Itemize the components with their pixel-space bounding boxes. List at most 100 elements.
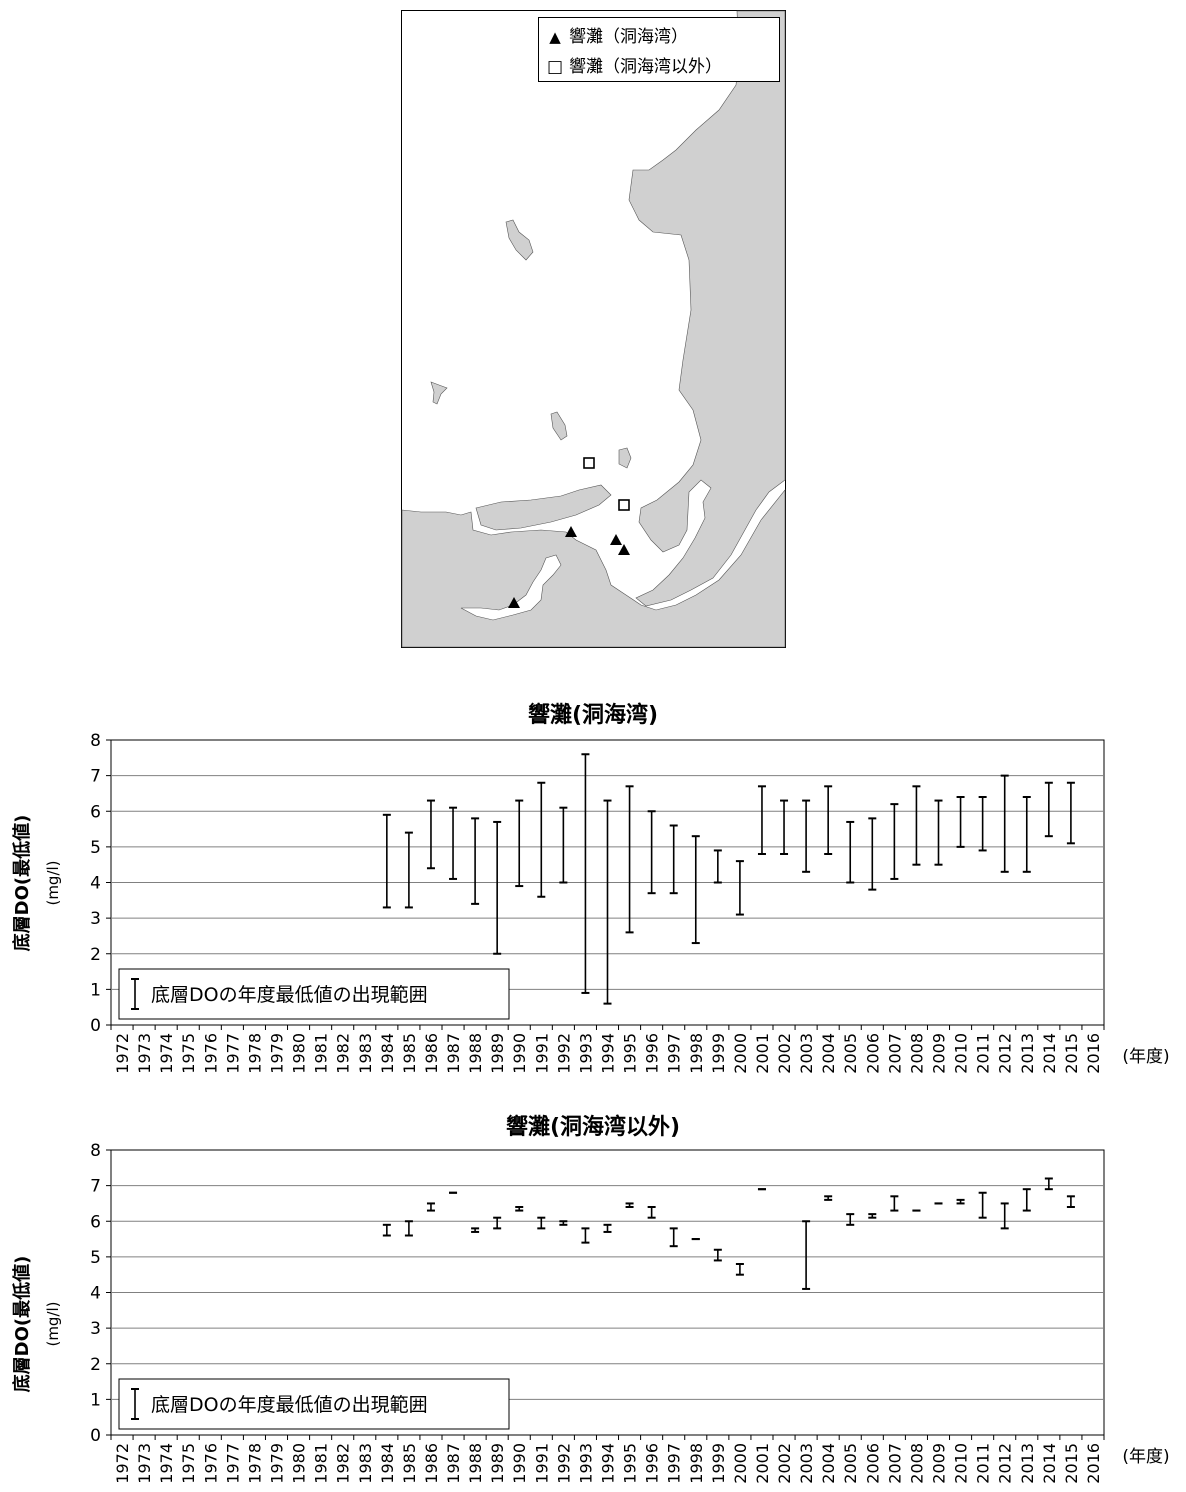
range-bar-2011 [978,796,987,852]
range-bar-1986 [426,1202,435,1212]
range-bar-1984 [382,813,391,909]
x-tick-label: 1997 [665,1033,684,1074]
x-tick-label: 1975 [179,1443,198,1484]
x-tick-label: 1986 [422,1443,441,1484]
range-bar-2014 [1044,1177,1053,1191]
range-bar-1990 [515,799,524,888]
range-bar-1999 [713,1248,722,1262]
x-tick-label: 1993 [576,1443,595,1484]
x-axis-unit: (年度) [1122,1047,1169,1067]
x-tick-label: 1994 [599,1443,618,1484]
x-tick-label: 2000 [731,1033,750,1074]
x-tick-label: 1973 [135,1033,154,1074]
x-tick-label: 1997 [665,1443,684,1484]
x-tick-label: 1985 [400,1443,419,1484]
x-tick-label: 1998 [687,1443,706,1484]
range-bar-2013 [1022,796,1031,873]
x-tick-label: 1981 [312,1443,331,1484]
range-bar-2015 [1066,1195,1075,1208]
land-cape-west [430,381,448,405]
x-tick-label: 1984 [378,1443,397,1484]
x-tick-label: 1993 [576,1033,595,1074]
x-tick-label: 1987 [444,1033,463,1074]
x-tick-label: 1983 [356,1443,375,1484]
range-bar-1985 [404,1220,413,1237]
x-tick-label: 2010 [952,1033,971,1074]
y-axis-unit: (mg/l) [44,860,62,905]
x-tick-label: 1979 [268,1443,287,1484]
range-bar-2004 [824,785,833,855]
x-tick-label: 1984 [378,1033,397,1074]
range-bar-2002 [780,799,789,855]
x-tick-label: 2011 [974,1443,993,1484]
legend-triangle-symbol: ▲ [549,28,561,46]
x-tick-label: 2000 [731,1443,750,1484]
x-tick-label: 1982 [334,1443,353,1484]
y-tick-label: 8 [90,731,101,751]
y-tick-label: 3 [90,1319,101,1339]
legend-box [118,968,510,1020]
range-bar-1998 [691,835,700,945]
y-tick-label: 7 [90,767,101,787]
range-bar-1996 [647,1206,656,1219]
y-tick-label: 1 [90,980,101,1000]
x-tick-label: 1990 [510,1033,529,1074]
station-square-2 [618,499,630,511]
range-bar-2012 [1000,774,1009,873]
x-tick-label: 1991 [532,1033,551,1074]
x-tick-label: 2009 [930,1443,949,1484]
x-tick-label: 1988 [466,1033,485,1074]
x-tick-label: 1974 [157,1443,176,1484]
map-legend-box [538,17,780,82]
x-tick-label: 1973 [135,1443,154,1484]
x-tick-label: 2008 [907,1033,926,1074]
x-tick-label: 2005 [841,1443,860,1484]
range-bar-1992 [559,1220,568,1226]
x-tick-label: 2007 [885,1033,904,1074]
plot-area: 0 1 2 3 4 5 6 7 8 1972 1973 1974 1975 1976 1977 1978 197… [90,1141,1105,1484]
range-bar-1994 [603,799,612,1005]
x-tick-label: 1985 [400,1033,419,1074]
range-bar-1999 [713,849,722,884]
range-bar-1996 [647,810,656,895]
x-tick-label: 2012 [996,1443,1015,1484]
x-tick-label: 2016 [1084,1443,1103,1484]
chart-legend: 底層DOの年度最低値の出現範囲 [118,1378,510,1430]
range-bar-2007 [890,803,899,880]
x-tick-label: 2010 [952,1443,971,1484]
x-tick-label: 2013 [1018,1033,1037,1074]
x-tick-label: 2001 [753,1443,772,1484]
x-tick-label: 1978 [245,1443,264,1484]
range-bar-2008 [912,785,921,866]
x-tick-label: 1972 [113,1443,132,1484]
x-tick-label: 1983 [356,1033,375,1074]
range-bar-1995 [625,785,634,934]
x-tick-label: 1977 [223,1033,242,1074]
x-tick-label: 2007 [885,1443,904,1484]
y-tick-label: 6 [90,802,101,822]
legend-label: 底層DOの年度最低値の出現範囲 [151,1394,428,1416]
x-tick-label: 1989 [488,1443,507,1484]
x-tick-label: 2004 [819,1443,838,1484]
x-tick-label: 1995 [621,1033,640,1074]
chart-outside-dokai-bay-svg: 響灘(洞海湾以外) 底層DO(最低値) (mg/l) (年度) 0 1 2 3 4 5 6 7… [11,1114,1170,1484]
x-tick-label: 1979 [268,1033,287,1074]
plot-area: 0 1 2 3 4 5 6 7 8 1972 1973 1974 1975 1976 1977 1978 197… [90,731,1105,1074]
x-tick-label: 2015 [1062,1443,1081,1484]
x-tick-label: 1999 [709,1443,728,1484]
x-tick-label: 1976 [201,1443,220,1484]
chart-title: 響灘(洞海湾以外) [506,1114,680,1140]
range-bar-2003 [802,799,811,873]
y-tick-label: 7 [90,1177,101,1197]
station-square-1 [583,457,595,469]
x-tick-label: 1980 [290,1443,309,1484]
range-bar-2000 [735,860,744,916]
x-tick-label: 1977 [223,1443,242,1484]
x-tick-label: 1974 [157,1033,176,1074]
x-tick-label: 2006 [863,1033,882,1074]
land-east [628,10,786,607]
x-axis-unit: (年度) [1122,1447,1169,1467]
y-tick-label: 8 [90,1141,101,1161]
y-tick-label: 0 [90,1426,101,1446]
y-tick-label: 2 [90,945,101,965]
